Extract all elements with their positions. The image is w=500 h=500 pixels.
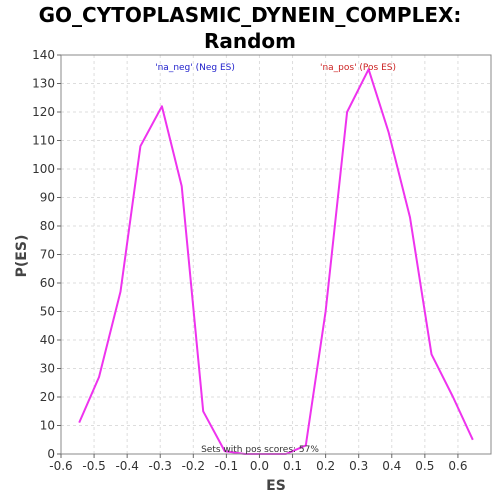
x-tick-label: 0.6	[448, 459, 467, 473]
x-tick-label: -0.4	[115, 459, 138, 473]
x-tick-label: 0.5	[415, 459, 434, 473]
y-tick-label: 120	[32, 105, 55, 119]
y-tick-label: 130	[32, 77, 55, 91]
x-axis-ticks: -0.6 -0.5 -0.4 -0.3 -0.2 -0.1 0.0 0.1 0.2 0.3 0.4 0…	[49, 454, 467, 473]
y-tick-label: 80	[40, 219, 55, 233]
y-tick-label: 30	[40, 362, 55, 376]
x-tick-label: 0.4	[382, 459, 401, 473]
y-tick-label: 0	[47, 447, 55, 461]
y-tick-label: 60	[40, 276, 55, 290]
x-tick-label: -0.1	[215, 459, 238, 473]
x-tick-label: 0.0	[250, 459, 269, 473]
x-tick-label: -0.5	[82, 459, 105, 473]
x-tick-label: -0.2	[182, 459, 205, 473]
y-axis-title: P(ES)	[14, 235, 30, 278]
x-tick-label: -0.6	[49, 459, 72, 473]
y-tick-label: 50	[40, 305, 55, 319]
y-tick-label: 10	[40, 419, 55, 433]
y-tick-label: 90	[40, 191, 55, 205]
y-tick-label: 140	[32, 48, 55, 62]
y-tick-label: 110	[32, 134, 55, 148]
plot-background	[61, 55, 491, 454]
y-tick-label: 40	[40, 333, 55, 347]
y-tick-label: 20	[40, 390, 55, 404]
grid	[60, 54, 491, 455]
y-tick-label: 100	[32, 162, 55, 176]
annotation-neg: 'na_neg' (Neg ES)	[155, 63, 235, 73]
x-tick-label: 0.1	[283, 459, 302, 473]
annotation-footer: Sets with pos scores: 57%	[201, 445, 319, 455]
x-axis-title: ES	[266, 478, 286, 494]
annotation-pos: 'na_pos' (Pos ES)	[320, 63, 396, 73]
y-tick-label: 70	[40, 248, 55, 262]
x-tick-label: -0.3	[149, 459, 172, 473]
x-tick-label: 0.3	[349, 459, 368, 473]
y-axis-ticks: 0 10 20 30 40 50 60 70 80 90 100 110 120 130 140	[32, 48, 61, 461]
x-tick-label: 0.2	[316, 459, 335, 473]
